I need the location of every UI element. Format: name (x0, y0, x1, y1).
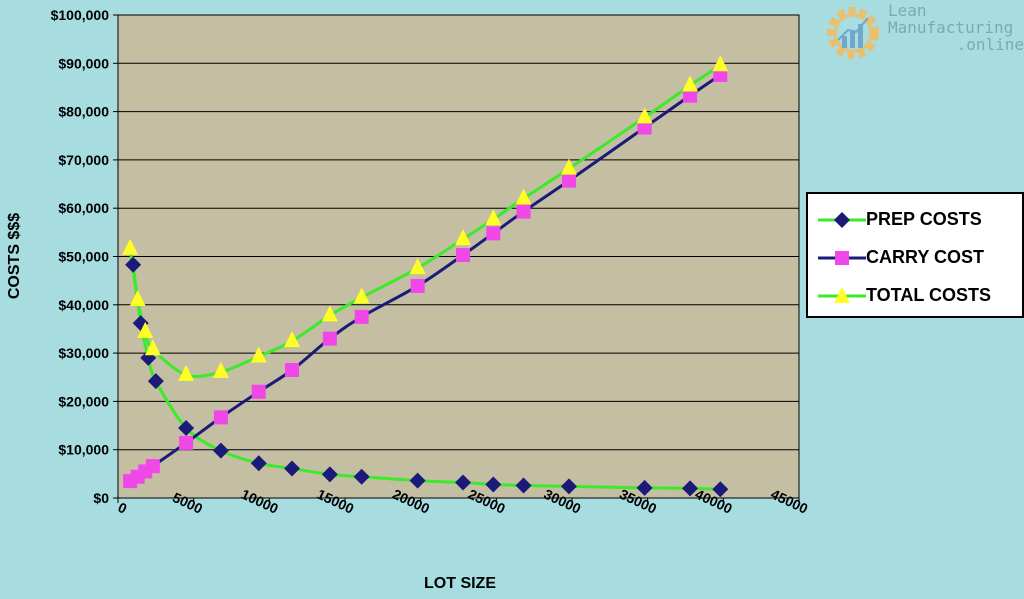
y-tick-label: $0 (93, 490, 109, 506)
gridlines (118, 62, 799, 451)
logo-text: Lean Manufacturing .online (888, 2, 1024, 53)
legend-item-total-costs: TOTAL COSTS (808, 280, 1022, 310)
legend-marker-total-costs (818, 287, 866, 303)
point-total-costs (137, 321, 154, 338)
point-prep-costs (284, 460, 301, 477)
legend-marker-carry-cost (818, 251, 866, 265)
y-tick-label: $100,000 (51, 7, 110, 23)
legend-label-carry-cost: CARRY COST (866, 247, 985, 267)
point-prep-costs (178, 419, 195, 436)
point-total-costs (144, 339, 161, 356)
point-carry-cost (354, 309, 369, 324)
point-prep-costs (712, 481, 729, 498)
point-total-costs (353, 287, 370, 304)
point-prep-costs (212, 442, 229, 459)
y-tick-label: $20,000 (58, 393, 109, 409)
y-tick-label: $10,000 (58, 442, 109, 458)
point-carry-cost (145, 459, 160, 474)
point-prep-costs (485, 476, 502, 493)
point-carry-cost (322, 331, 337, 346)
point-total-costs (455, 229, 472, 246)
y-tick-label: $50,000 (58, 249, 109, 265)
point-carry-cost (561, 173, 576, 188)
point-total-costs (321, 305, 338, 322)
point-total-costs (682, 75, 699, 92)
point-carry-cost (179, 435, 194, 450)
point-total-costs (515, 188, 532, 205)
point-prep-costs (682, 480, 699, 497)
y-axis-ticks: $0 $10,000 $20,000 $30,000 $40,000 $50,000 $60… (51, 7, 118, 506)
point-total-costs (250, 346, 267, 363)
point-total-costs (178, 364, 195, 381)
point-carry-cost (637, 120, 652, 135)
point-total-costs (129, 289, 146, 306)
point-prep-costs (147, 373, 164, 390)
point-prep-costs (515, 477, 532, 494)
point-total-costs (636, 107, 653, 124)
logo-line-2: Manufacturing (888, 18, 1014, 37)
point-prep-costs (409, 472, 426, 489)
point-prep-costs (321, 466, 338, 483)
y-tick-label: $80,000 (58, 104, 109, 120)
point-carry-cost (713, 67, 728, 82)
logo-line-1: Lean (888, 1, 927, 20)
x-axis-title: LOT SIZE (424, 575, 496, 592)
point-carry-cost (683, 88, 698, 103)
lean-manufacturing-logo: Lean Manufacturing .online (818, 0, 1024, 68)
point-prep-costs (353, 468, 370, 485)
y-tick-label: $70,000 (58, 152, 109, 168)
logo-line-3: .online (956, 35, 1024, 54)
point-carry-cost (213, 410, 228, 425)
point-carry-cost (410, 278, 425, 293)
y-tick-label: $60,000 (58, 200, 109, 216)
point-total-costs (212, 361, 229, 378)
point-total-costs (485, 209, 502, 226)
point-total-costs (409, 258, 426, 275)
legend-label-prep-costs: PREP COSTS (866, 209, 982, 229)
y-tick-label: $30,000 (58, 345, 109, 361)
legend-item-carry-cost: CARRY COST (808, 242, 1022, 272)
point-carry-cost (456, 248, 471, 263)
point-total-costs (284, 331, 301, 348)
y-tick-label: $40,000 (58, 297, 109, 313)
legend-label-total-costs: TOTAL COSTS (866, 285, 992, 305)
point-carry-cost (251, 384, 266, 399)
point-prep-costs (250, 455, 267, 472)
y-axis-title: COSTS $$$ (6, 213, 23, 299)
point-prep-costs (636, 479, 653, 496)
point-total-costs (122, 238, 139, 255)
point-total-costs (560, 158, 577, 175)
series-layer (122, 55, 729, 498)
gear-chart-icon (827, 7, 879, 59)
point-carry-cost (285, 363, 300, 378)
point-prep-costs (455, 474, 472, 491)
legend-marker-prep-costs (818, 212, 866, 228)
legend-item-prep-costs: PREP COSTS (808, 204, 1022, 234)
point-carry-cost (486, 226, 501, 241)
legend: PREP COSTS CARRY COST TOTAL COSTS (806, 192, 1024, 318)
point-carry-cost (516, 204, 531, 219)
point-prep-costs (125, 256, 142, 273)
y-tick-label: $90,000 (58, 55, 109, 71)
point-prep-costs (560, 478, 577, 495)
point-total-costs (712, 55, 729, 72)
